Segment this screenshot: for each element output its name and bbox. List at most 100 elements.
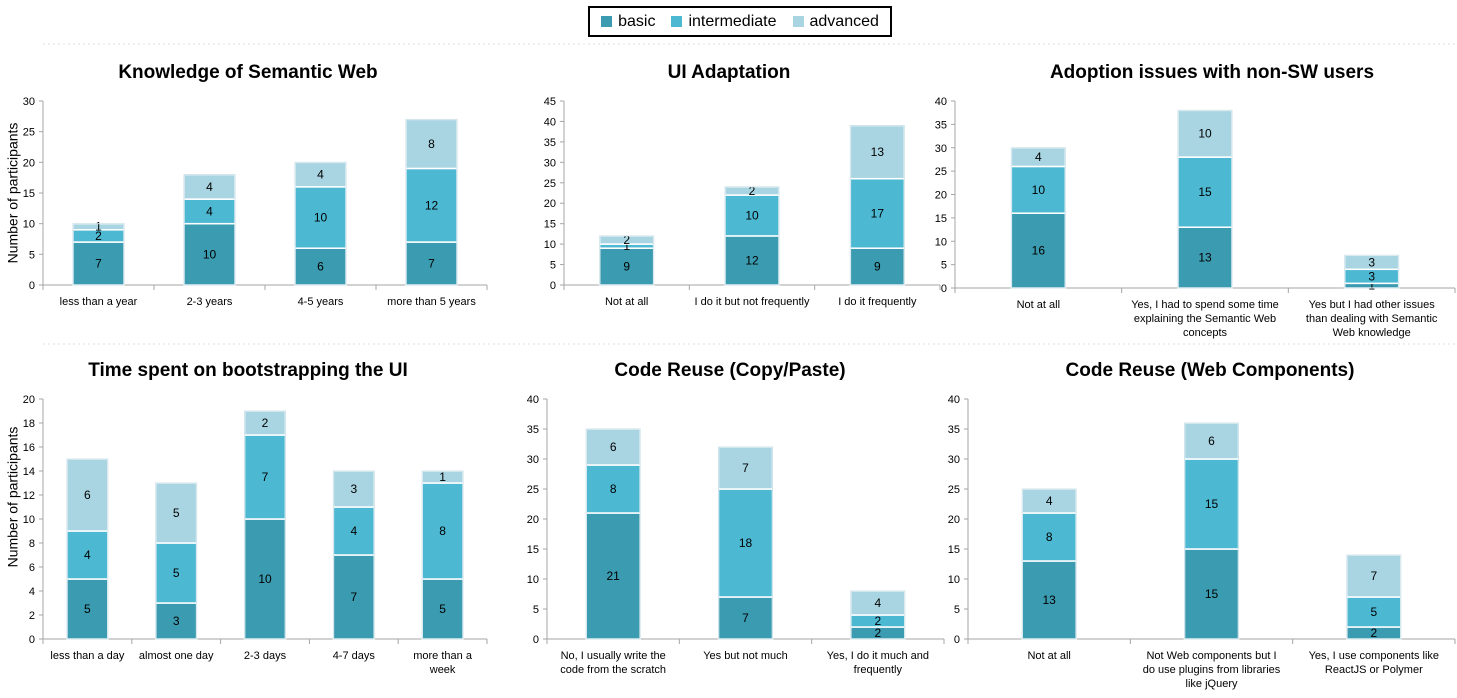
x-tick-label: less than a day <box>50 650 124 662</box>
bar-segment-intermediate <box>405 167 458 243</box>
bar-segment-basic <box>598 247 655 286</box>
x-tick-label: Not at all <box>1027 650 1070 662</box>
y-tick-label: 0 <box>941 283 947 295</box>
bar-value-label: 4 <box>84 548 91 562</box>
bar-value-label: 7 <box>742 611 749 625</box>
bar-outline <box>244 410 286 640</box>
bar-value-label: 7 <box>350 590 357 604</box>
x-tick-label: No, I usually write the code from the scr… <box>560 650 666 676</box>
bar-segment-intermediate <box>849 177 906 249</box>
bar-outline <box>724 186 780 286</box>
bar-value-label: 6 <box>610 440 617 454</box>
y-tick-label: 5 <box>29 249 35 261</box>
bar-value-label: 12 <box>745 253 759 267</box>
x-tick-label-line: Yes, I use components like <box>1309 650 1439 662</box>
y-tick-label: 15 <box>544 219 556 231</box>
y-tick-label: 40 <box>544 116 556 128</box>
y-tick-label: 35 <box>544 137 556 149</box>
bar-value-label: 10 <box>1032 183 1046 197</box>
bar-value-label: 10 <box>745 208 759 222</box>
bar-outline <box>1346 554 1402 640</box>
bar-value-label: 8 <box>1046 530 1053 544</box>
x-tick-label: 2-3 days <box>244 650 287 662</box>
bar-value-label: 2 <box>262 416 269 430</box>
bar-value-label: 6 <box>84 488 91 502</box>
y-tick-label: 6 <box>29 562 35 574</box>
legend-swatch-intermediate <box>671 16 683 27</box>
legend-label-intermediate: intermediate <box>688 12 777 30</box>
bar-value-label: 10 <box>1198 127 1212 141</box>
y-tick-label: 15 <box>23 188 35 200</box>
bar-value-label: 9 <box>874 260 881 274</box>
bar-value-label: 6 <box>317 260 324 274</box>
legend-item-advanced: advanced <box>792 12 879 31</box>
bar-value-label: 1 <box>439 470 446 484</box>
y-tick-label: 15 <box>527 544 539 556</box>
bar-outline <box>332 470 375 640</box>
x-tick-label-line: Yes, I do it much and <box>827 650 929 662</box>
x-tick-label-line: ReactJS or Polymer <box>1325 664 1423 676</box>
bar-segment-intermediate <box>1177 156 1233 228</box>
bar-value-label: 5 <box>1370 605 1377 619</box>
bar-outline <box>585 428 641 640</box>
y-tick-label: 25 <box>948 484 960 496</box>
bar-value-label: 8 <box>428 137 435 151</box>
bar-value-label: 1 <box>95 220 102 234</box>
bar-value-label: 4 <box>206 180 213 194</box>
y-tick-label: 40 <box>527 394 539 406</box>
bar-value-label: 3 <box>1368 269 1375 283</box>
x-tick-label-line: I do it frequently <box>838 296 917 308</box>
bar-value-label: 12 <box>425 198 439 212</box>
bar-segment-advanced <box>243 410 287 436</box>
bar-value-label: 3 <box>173 614 180 628</box>
y-tick-label: 35 <box>948 424 960 436</box>
x-tick-label: 4-7 days <box>333 650 376 662</box>
bar-segment-intermediate <box>294 186 347 249</box>
bar-segment-intermediate <box>243 434 287 520</box>
y-tick-label: 30 <box>23 96 35 108</box>
bar-outline <box>1010 147 1066 289</box>
x-tick-label-line: No, I usually write the <box>561 650 666 662</box>
bar-value-label: 7 <box>95 257 102 271</box>
legend-label-advanced: advanced <box>809 12 879 30</box>
x-tick-label-line: almost one day <box>139 650 214 662</box>
x-tick-label-line: 2-3 years <box>187 296 233 308</box>
x-tick-label: more than 5 years <box>387 296 476 308</box>
bar-outline <box>183 174 236 286</box>
y-tick-label: 15 <box>935 213 947 225</box>
bar-value-label: 13 <box>871 145 885 159</box>
x-tick-label: more than a week <box>413 650 473 676</box>
y-tick-label: 8 <box>29 538 35 550</box>
bar-value-label: 6 <box>1208 434 1215 448</box>
chart-title: Knowledge of Semantic Web <box>118 62 377 83</box>
bar-value-label: 2 <box>95 229 102 243</box>
y-tick-label: 45 <box>544 96 556 108</box>
x-tick-label-line: 2-3 days <box>244 650 287 662</box>
x-tick-label-line: Yes, I had to spend some time <box>1131 299 1279 311</box>
y-tick-label: 0 <box>550 280 556 292</box>
bar-outline <box>72 223 125 286</box>
bar-outline <box>849 125 905 286</box>
legend-item-basic: basic <box>601 13 655 31</box>
chart-title: UI Adaptation <box>668 62 791 83</box>
x-tick-label-line: like jQuery <box>1186 678 1238 690</box>
bar-value-label: 8 <box>439 524 446 538</box>
y-tick-label: 40 <box>935 96 947 108</box>
y-tick-label: 30 <box>544 157 556 169</box>
bar-outline <box>850 590 906 640</box>
bar-value-label: 15 <box>1205 497 1219 511</box>
bar-segment-advanced <box>1177 109 1233 158</box>
x-tick-label-line: 4-5 years <box>298 296 344 308</box>
y-tick-label: 40 <box>948 394 960 406</box>
x-tick-label-line: than dealing with Semantic <box>1306 313 1438 325</box>
x-tick-label-line: Web knowledge <box>1333 327 1411 339</box>
y-tick-label: 20 <box>527 514 539 526</box>
x-tick-label-line: Yes but not much <box>703 650 788 662</box>
y-tick-label: 20 <box>23 157 35 169</box>
y-tick-label: 30 <box>948 454 960 466</box>
bar-value-label: 7 <box>262 470 269 484</box>
x-tick-label-line: more than 5 years <box>387 296 476 308</box>
x-tick-label: Not at all <box>1017 299 1060 311</box>
legend-swatch-advanced <box>792 16 804 27</box>
x-tick-label: I do it but not frequently <box>695 296 810 308</box>
